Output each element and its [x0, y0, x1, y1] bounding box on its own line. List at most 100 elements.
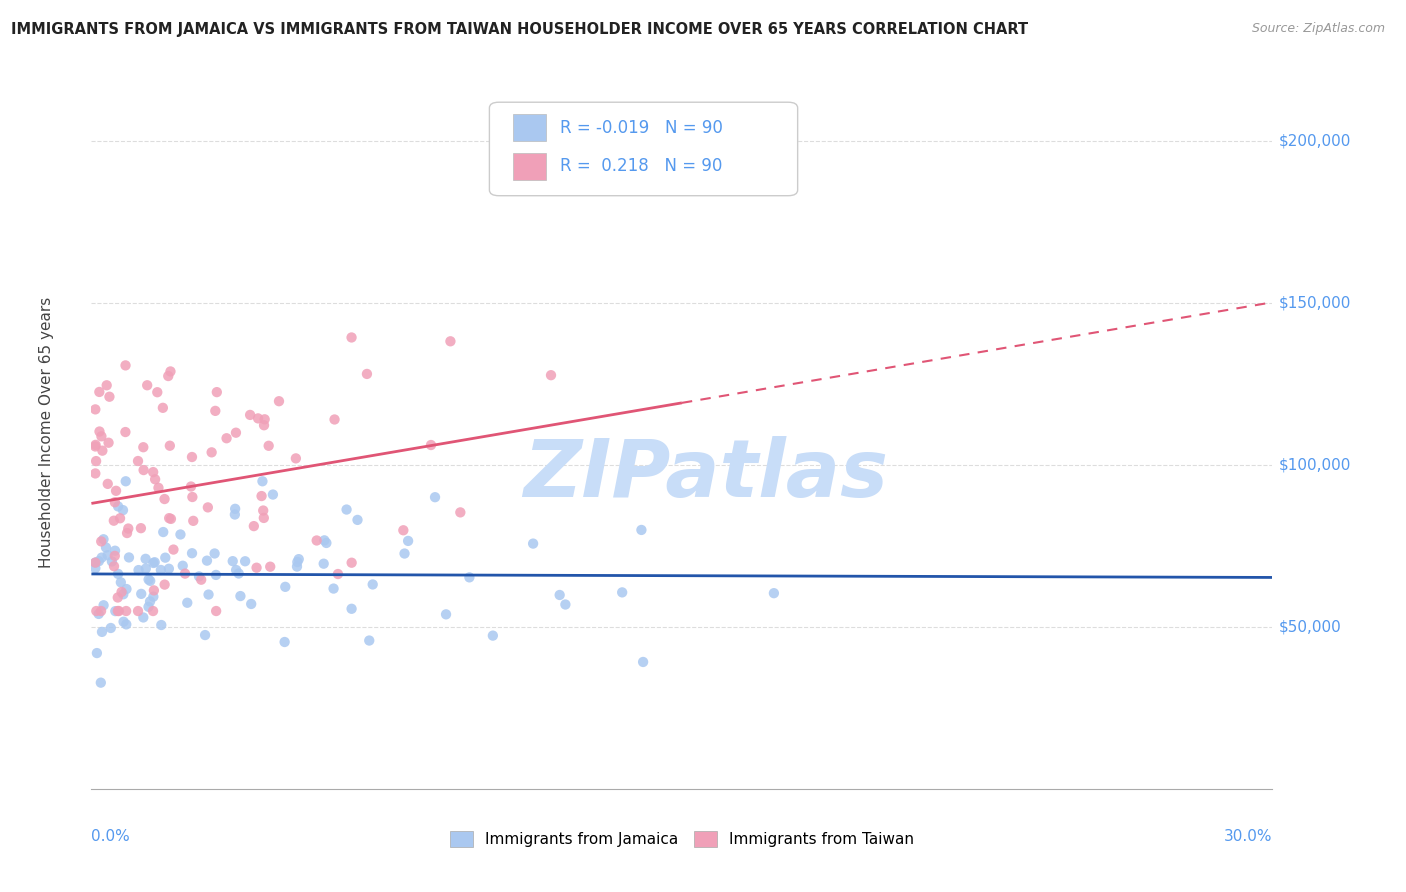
Point — [96, 378, 118, 392]
Point — [253, 418, 276, 433]
Point — [86, 604, 108, 618]
Point — [143, 472, 166, 486]
Point — [172, 558, 194, 573]
Point — [630, 523, 652, 537]
Text: 0.0%: 0.0% — [91, 829, 131, 844]
Point — [305, 533, 328, 548]
Point — [225, 425, 247, 440]
Point — [114, 475, 136, 489]
Point — [100, 621, 122, 635]
Point — [97, 476, 120, 491]
Point — [181, 546, 204, 560]
Point — [103, 514, 125, 528]
Point — [312, 557, 335, 571]
Point — [111, 503, 134, 517]
Point — [112, 587, 135, 601]
Point — [287, 552, 309, 566]
Point — [224, 501, 246, 516]
Point — [252, 503, 274, 517]
Point — [84, 440, 107, 454]
Point — [127, 454, 149, 468]
Point — [115, 582, 138, 596]
Text: Householder Income Over 65 years: Householder Income Over 65 years — [39, 297, 53, 568]
Point — [188, 569, 211, 583]
Text: 30.0%: 30.0% — [1225, 829, 1272, 844]
Point — [439, 334, 461, 349]
Point — [101, 554, 124, 568]
Point — [631, 655, 654, 669]
Point — [129, 587, 152, 601]
Point — [138, 573, 160, 587]
Point — [361, 577, 384, 591]
Point — [201, 445, 224, 459]
Point — [159, 439, 181, 453]
Point — [86, 646, 108, 660]
Point — [239, 408, 262, 422]
Point — [157, 369, 180, 384]
Point — [115, 604, 138, 618]
Point — [458, 570, 481, 584]
Point — [540, 368, 562, 383]
Point — [132, 463, 155, 477]
Point — [284, 451, 307, 466]
Point — [482, 629, 505, 643]
Point — [138, 599, 160, 614]
Point — [152, 401, 174, 415]
Point — [262, 487, 284, 501]
Point — [285, 555, 308, 569]
Point — [314, 533, 336, 548]
Point — [197, 588, 219, 602]
Point — [423, 490, 446, 504]
Point — [110, 585, 132, 599]
Point — [139, 574, 162, 588]
Point — [155, 550, 177, 565]
Point — [157, 562, 180, 576]
Point — [240, 597, 263, 611]
Point — [152, 524, 174, 539]
Point — [205, 604, 228, 618]
Point — [323, 412, 346, 426]
Point — [612, 585, 634, 599]
Point — [548, 588, 571, 602]
Point — [118, 550, 141, 565]
Point — [87, 607, 110, 621]
Point — [340, 330, 363, 344]
Point — [228, 566, 250, 581]
Point — [104, 604, 127, 618]
Point — [157, 511, 180, 525]
FancyBboxPatch shape — [489, 103, 797, 195]
Point — [108, 511, 131, 525]
Point — [267, 394, 290, 409]
Point — [522, 536, 544, 550]
Point — [142, 556, 165, 570]
Point — [127, 604, 149, 618]
Point — [84, 438, 107, 452]
Point — [190, 573, 212, 587]
Point — [205, 385, 228, 400]
Point — [243, 519, 266, 533]
Point — [93, 599, 115, 613]
Point — [326, 567, 349, 582]
Point — [169, 527, 191, 541]
Point — [136, 378, 159, 392]
Point — [84, 556, 107, 570]
Point — [143, 555, 166, 569]
Point — [97, 435, 120, 450]
Point — [114, 425, 136, 439]
Point — [104, 495, 127, 509]
Point — [160, 512, 183, 526]
Point — [346, 513, 368, 527]
Point — [115, 526, 138, 541]
Point — [259, 559, 281, 574]
Point — [97, 548, 120, 562]
Point — [247, 411, 270, 425]
Point — [98, 390, 121, 404]
Point — [181, 450, 204, 464]
Point — [181, 490, 204, 504]
Point — [139, 594, 162, 608]
Point — [253, 412, 276, 426]
Point — [84, 561, 107, 575]
Point — [174, 566, 197, 581]
Legend: Immigrants from Jamaica, Immigrants from Taiwan: Immigrants from Jamaica, Immigrants from… — [444, 825, 920, 853]
Point — [356, 367, 378, 381]
